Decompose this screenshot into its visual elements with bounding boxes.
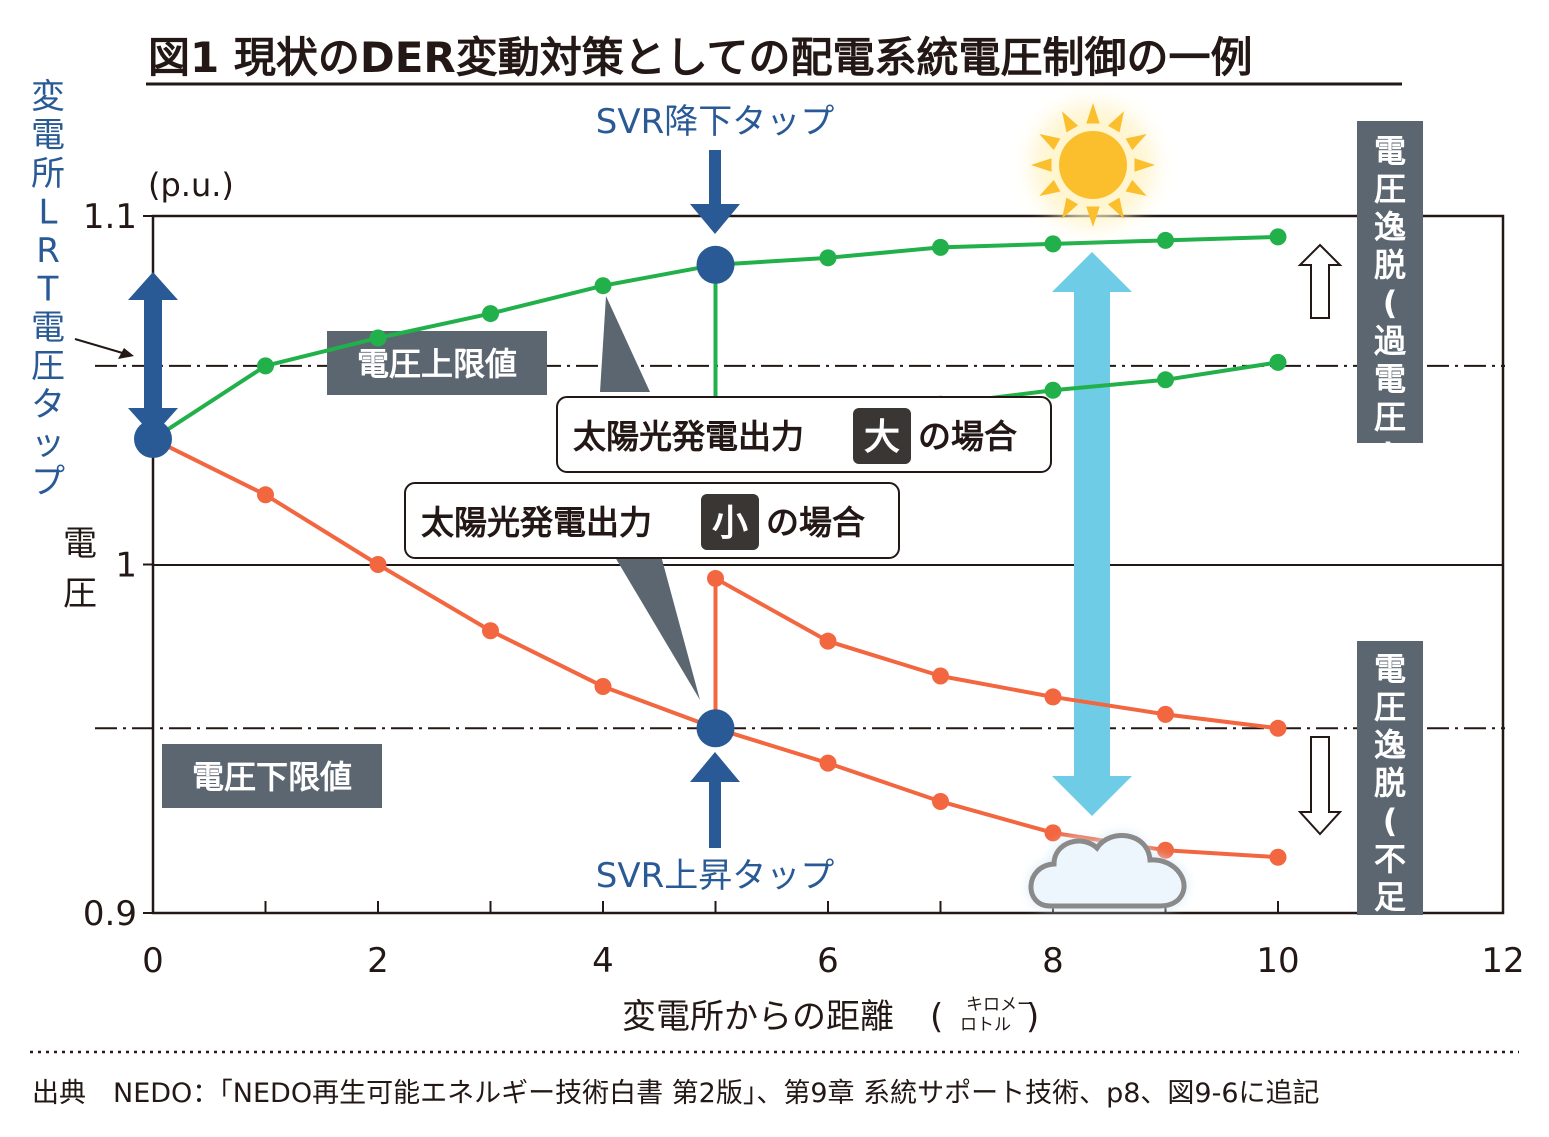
marker-svr-down <box>696 245 735 284</box>
callout-pv-large-suffix: の場合 <box>918 417 1017 456</box>
x-tick-label: 0 <box>142 941 164 981</box>
x-unit-close-paren: ) <box>1026 997 1039 1037</box>
source-citation: 出典 NEDO：「NEDO再生可能エネルギー技術白書 第2版」、第9章 系統サポ… <box>32 1078 1320 1109</box>
lower-limit-label: 電圧下限値 <box>192 758 352 796</box>
chart-title: 図1 現状のDER変動対策としての配電系統電圧制御の一例 <box>148 33 1252 82</box>
sun-icon <box>1031 103 1155 227</box>
callout-pv-small-prefix: 太陽光発電出力 <box>421 503 652 542</box>
data-point <box>594 677 612 695</box>
x-unit-open-paren: ( <box>930 997 943 1037</box>
data-point <box>1157 705 1174 723</box>
upper-limit-label: 電圧上限値 <box>357 345 517 383</box>
svr-up-arrow <box>690 752 740 848</box>
data-point <box>1044 235 1062 253</box>
data-point <box>257 357 274 375</box>
data-point <box>819 632 837 650</box>
data-point <box>1044 381 1062 399</box>
x-tick-label: 6 <box>817 941 839 981</box>
data-point <box>1269 719 1287 737</box>
lower-limit-box <box>162 744 382 808</box>
x-unit-bottom: ロトル <box>960 1015 1011 1035</box>
x-tick-label: 4 <box>592 941 614 981</box>
sun-ray <box>1039 134 1061 151</box>
sun-ray <box>1125 179 1147 196</box>
over-voltage-arrow <box>1297 243 1343 319</box>
y-tick-label: 1.1 <box>83 197 137 237</box>
data-point <box>1044 688 1062 706</box>
data-point <box>369 556 387 573</box>
data-point <box>1269 353 1287 371</box>
callout-pointer-small <box>612 552 700 700</box>
data-point <box>1157 371 1174 389</box>
data-point <box>932 238 949 256</box>
y-axis-ticks: 0.9 1 1.1 <box>83 197 153 934</box>
series-line-3 <box>713 576 1279 731</box>
data-point <box>932 792 949 810</box>
data-point <box>257 486 274 504</box>
data-point <box>819 249 837 267</box>
data-point <box>1157 231 1174 249</box>
y-tick-label: 1 <box>115 546 137 586</box>
data-point <box>1157 841 1174 859</box>
data-point <box>932 667 949 685</box>
x-axis-title: 変電所からの距離 <box>622 997 894 1037</box>
callout-pointer-large <box>600 296 650 392</box>
sun-ray <box>1125 134 1147 151</box>
sun-ray <box>1031 158 1052 172</box>
sun-ray <box>1062 197 1079 219</box>
data-point <box>482 622 499 640</box>
data-point <box>369 329 387 347</box>
data-point <box>819 754 837 772</box>
sun-ray <box>1107 197 1124 219</box>
marker-svr-up <box>696 709 735 748</box>
under-voltage-label: 電圧逸脱(不足) <box>1374 650 1406 954</box>
over-voltage-box <box>1357 121 1423 443</box>
pv-small-mark: 小 <box>712 503 748 544</box>
lrt-tap-label: 変電所 L R T 電圧タップ <box>31 77 65 502</box>
over-voltage-label: 電圧逸脱(過電圧) <box>1374 132 1407 474</box>
callout-pv-large: 太陽光発電出力 大 の場合 <box>556 396 1052 473</box>
data-point <box>1269 848 1287 866</box>
data-point <box>482 305 499 323</box>
callout-pv-small-suffix: の場合 <box>766 503 865 542</box>
marker-lrt <box>134 420 172 459</box>
voltage-spread-arrow <box>1052 252 1132 816</box>
x-tick-label: 2 <box>367 941 389 981</box>
lrt-pointer-arrow <box>74 338 134 359</box>
under-voltage-box <box>1357 641 1423 915</box>
svr-up-label: SVR上昇タップ <box>596 856 834 896</box>
sun-ray <box>1086 103 1100 124</box>
x-tick-label: 8 <box>1042 941 1064 981</box>
y-tick-label: 0.9 <box>83 894 137 934</box>
data-point <box>594 277 612 295</box>
callout-pv-small: 太陽光発電出力 小 の場合 <box>404 482 900 559</box>
lrt-double-arrow <box>128 272 178 436</box>
x-axis-ticks: 0 2 4 6 8 10 12 <box>142 901 1525 981</box>
data-point <box>1044 824 1062 842</box>
data-point <box>1269 228 1287 246</box>
svr-down-arrow <box>690 150 740 234</box>
pv-large-mark: 大 <box>864 417 900 458</box>
sun-ray <box>1134 158 1155 172</box>
sun-ray <box>1086 206 1100 227</box>
pv-small-mark-box <box>701 494 759 550</box>
x-tick-label: 12 <box>1481 941 1524 981</box>
x-tick-label: 10 <box>1256 941 1299 981</box>
sun-ray <box>1062 111 1079 133</box>
svr-down-label: SVR降下タップ <box>596 102 834 142</box>
cloud-icon <box>1028 833 1187 909</box>
sun-ray <box>1107 111 1124 133</box>
y-unit-label: (p.u.) <box>148 166 234 204</box>
pv-large-mark-box <box>853 408 911 464</box>
x-unit-top: キロメー <box>966 995 1034 1015</box>
under-voltage-arrow <box>1297 736 1343 836</box>
data-point <box>707 569 724 587</box>
sun-ray <box>1039 179 1061 196</box>
callout-pv-large-prefix: 太陽光発電出力 <box>573 417 804 456</box>
y-axis-title: 電圧 <box>63 524 97 614</box>
